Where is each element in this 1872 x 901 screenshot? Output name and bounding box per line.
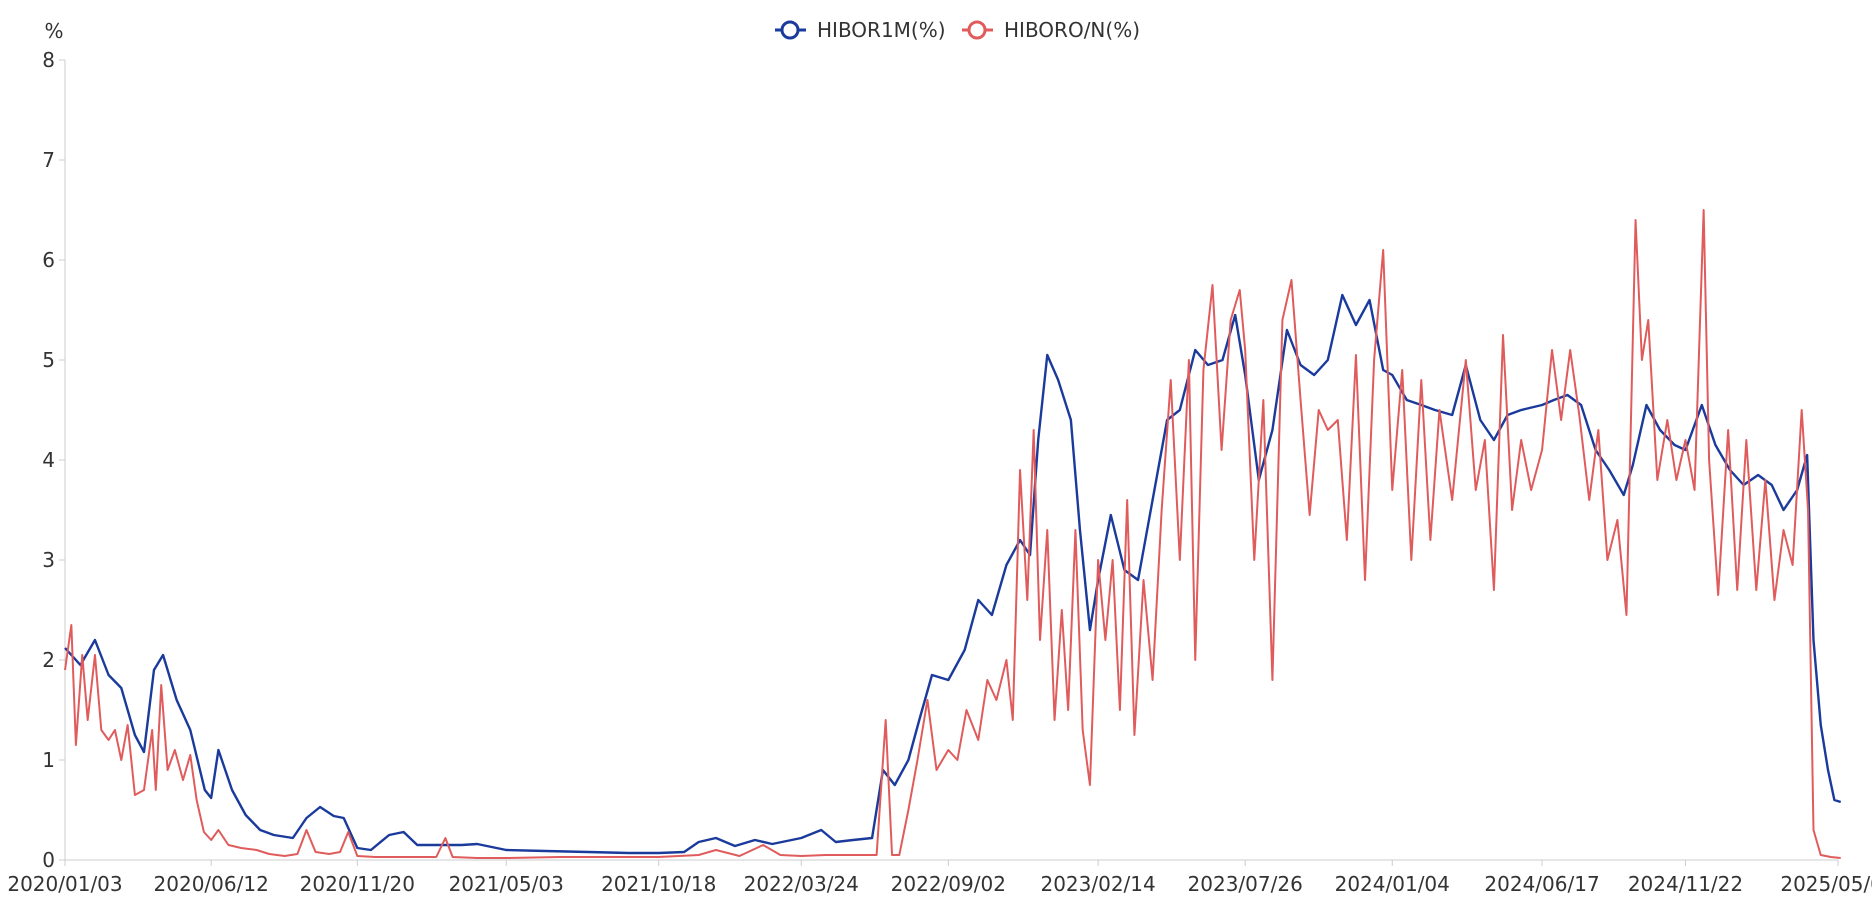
- y-tick-label: 2: [42, 648, 55, 672]
- x-tick-label: 2023/02/14: [1040, 872, 1155, 896]
- legend-marker-hibor1m: [780, 20, 800, 40]
- x-tick-label: 2022/03/24: [744, 872, 859, 896]
- y-tick-label: 1: [42, 748, 55, 772]
- x-tick-label: 2025/05/09: [1780, 872, 1872, 896]
- x-tick-label: 2020/06/12: [154, 872, 269, 896]
- y-tick-label: 3: [42, 548, 55, 572]
- y-tick-label: 7: [42, 148, 55, 172]
- series-line-hiboron: [64, 209, 1841, 859]
- x-tick-label: 2022/09/02: [891, 872, 1006, 896]
- legend-item-hibor1m[interactable]: HIBOR1M(%): [775, 18, 946, 42]
- legend-label-hiboron: HIBORO/N(%): [1004, 18, 1140, 42]
- x-tick-label: 2024/11/22: [1628, 872, 1743, 896]
- x-tick-label: 2020/01/03: [7, 872, 122, 896]
- legend-item-hiboron[interactable]: HIBORO/N(%): [962, 18, 1140, 42]
- x-tick-label: 2024/06/17: [1484, 872, 1599, 896]
- x-tick-label: 2023/07/26: [1188, 872, 1303, 896]
- y-axis-ticks: 0 1 2 3 4 5 6 7 8: [42, 48, 65, 872]
- legend[interactable]: HIBOR1M(%) HIBORO/N(%): [775, 18, 1140, 42]
- y-tick-label: 4: [42, 448, 55, 472]
- x-tick-label: 2020/11/20: [300, 872, 415, 896]
- y-tick-label: 6: [42, 248, 55, 272]
- legend-marker-hiboron: [967, 20, 987, 40]
- legend-label-hibor1m: HIBOR1M(%): [817, 18, 946, 42]
- y-tick-label: 5: [42, 348, 55, 372]
- x-axis-ticks: 2020/01/03 2020/06/12 2020/11/20 2021/05/03…: [7, 860, 1872, 896]
- x-tick-label: 2021/10/18: [601, 872, 716, 896]
- series-layer: [64, 209, 1842, 859]
- series-line-hibor1m: [64, 293, 1842, 855]
- y-axis-unit-label: %: [44, 19, 63, 43]
- y-tick-label: 0: [42, 848, 55, 872]
- y-tick-label: 8: [42, 48, 55, 72]
- x-tick-label: 2021/05/03: [449, 872, 564, 896]
- x-tick-label: 2024/01/04: [1335, 872, 1450, 896]
